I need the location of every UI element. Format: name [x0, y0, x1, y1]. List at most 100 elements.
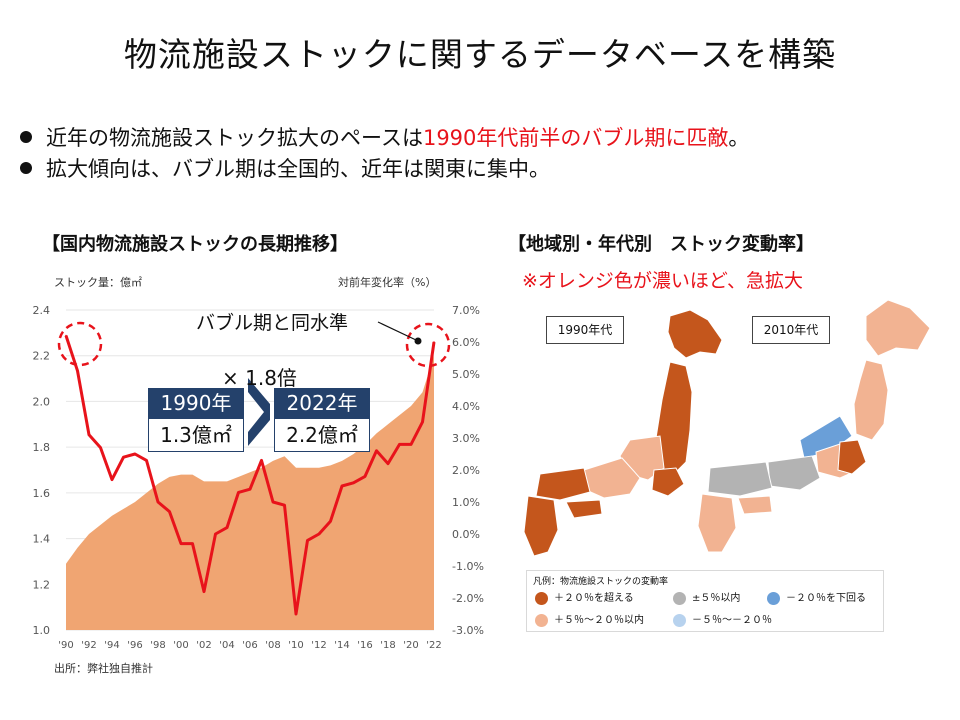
- y-right-tick-label: -2.0%: [452, 592, 484, 605]
- legend-swatch-icon: [673, 613, 686, 627]
- rate-point: [203, 590, 205, 593]
- rate-point: [157, 501, 159, 503]
- legend-label: －５％～－２０％: [692, 615, 772, 626]
- rate-point: [65, 334, 67, 337]
- annotation-dot: [414, 337, 422, 345]
- annotation-leader: [377, 321, 417, 341]
- y-left-tick-label: 1.8: [33, 441, 51, 454]
- rate-point: [295, 613, 297, 615]
- arrow-right-icon: [248, 378, 270, 446]
- rate-point: [88, 434, 90, 436]
- y-left-tick-label: 1.6: [33, 487, 51, 500]
- rate-point: [329, 520, 332, 522]
- stock-area: [66, 355, 434, 630]
- y-right-tick-label: 1.0%: [452, 496, 480, 509]
- x-tick-label: '96: [127, 640, 142, 651]
- kanto-region: [837, 439, 867, 475]
- from-year-box: 1990年: [148, 388, 244, 418]
- rate-point: [111, 478, 113, 481]
- y-right-tick-label: 6.0%: [452, 336, 480, 349]
- to-year-box: 2022年: [274, 388, 370, 418]
- rate-point: [318, 533, 320, 535]
- x-tick-label: '20: [403, 640, 418, 651]
- rate-point: [122, 456, 125, 459]
- legend-swatch-icon: [535, 613, 548, 627]
- rate-point: [283, 504, 286, 507]
- y-left-ticks: 1.0 1.2 1.4 1.6 1.8 2.0 2.2 2.4: [33, 304, 51, 637]
- x-tick-label: '98: [150, 640, 165, 651]
- y-left-tick-label: 2.4: [33, 304, 51, 317]
- rate-point: [145, 459, 148, 462]
- map-2010s: [697, 299, 931, 553]
- y-left-tick-label: 1.2: [33, 578, 51, 591]
- y-right-tick-label: 4.0%: [452, 400, 480, 413]
- rate-point: [375, 450, 378, 452]
- y-right-ticks: -3.0% -2.0% -1.0% 0.0% 1.0% 2.0% 3.0% 4.0% 5.0% 6…: [452, 304, 484, 637]
- legend-swatch-icon: [767, 591, 780, 605]
- rate-point: [99, 446, 102, 449]
- rate-point: [306, 539, 309, 542]
- tohoku-region: [655, 361, 693, 477]
- chugoku-region: [535, 467, 591, 501]
- era-label-2010: 2010年代: [752, 316, 830, 344]
- left-section-title: 【国内物流施設ストックの長期推移】: [42, 234, 348, 255]
- rate-point: [237, 491, 240, 494]
- legend-item-under-minus-20: －２０％を下回る: [767, 589, 866, 605]
- x-tick-label: '10: [288, 640, 303, 651]
- kyushu-region: [697, 493, 737, 553]
- bubble-level-label: バブル期と同水準: [196, 312, 349, 334]
- x-tick-label: '00: [173, 640, 188, 651]
- x-tick-label: '18: [380, 640, 395, 651]
- source-note: 出所：弊社独自推計: [54, 662, 153, 675]
- x-tick-label: '94: [104, 640, 119, 651]
- rate-point: [398, 443, 401, 446]
- hokkaido-region: [865, 299, 931, 357]
- kinki-region: [767, 455, 821, 491]
- x-tick-label: '14: [334, 640, 349, 651]
- y-left-tick-label: 2.0: [33, 395, 51, 408]
- y-right-tick-label: 2.0%: [452, 464, 480, 477]
- y-left-tick-label: 2.2: [33, 350, 51, 363]
- multiplier-label: × 1.8倍: [222, 366, 297, 390]
- legend-label: ＋２０％を超える: [554, 593, 634, 604]
- rate-point: [387, 462, 389, 465]
- rate-points: [65, 334, 435, 615]
- rate-point: [214, 533, 217, 535]
- legend-label: ±５％以内: [692, 593, 741, 604]
- rate-point: [76, 370, 79, 372]
- shikoku-region: [565, 499, 603, 519]
- right-section-title: 【地域別・年代別 ストック変動率】: [508, 234, 814, 255]
- rate-point: [352, 482, 355, 484]
- page-title: 物流施設ストックに関するデータベースを構築: [123, 35, 837, 74]
- legend-item-5-to-20: ＋５％～２０％以内: [535, 611, 644, 627]
- rate-point: [341, 485, 343, 487]
- bullet-1: 近年の物流施設ストック拡大のペースは1990年代前半のバブル期に匹敵。: [20, 122, 749, 152]
- chugoku-region: [707, 461, 773, 497]
- y-right-tick-label: 0.0%: [452, 528, 480, 541]
- bullet-2-text: 拡大傾向は、バブル期は全国的、近年は関東に集中。: [46, 157, 550, 181]
- hokkaido-region: [667, 309, 723, 359]
- rate-point: [272, 501, 274, 503]
- y-left-axis-label: ストック量：億㎡: [54, 276, 142, 289]
- legend-item-minus-5-to-20: －５％～－２０％: [673, 611, 772, 627]
- bubble-highlight-circle-left: [57, 321, 103, 367]
- shikoku-region: [737, 495, 773, 515]
- x-tick-label: '16: [357, 640, 372, 651]
- y-left-tick-label: 1.0: [33, 624, 51, 637]
- x-tick-label: '04: [219, 640, 234, 651]
- x-tick-label: '06: [242, 640, 257, 651]
- legend-label: －２０％を下回る: [786, 593, 866, 604]
- x-tick-label: '92: [81, 640, 96, 651]
- rate-point: [249, 488, 251, 491]
- legend-swatch-icon: [673, 591, 686, 605]
- bullet-2: 拡大傾向は、バブル期は全国的、近年は関東に集中。: [20, 153, 550, 183]
- bullet-1-text: 近年の物流施設ストック拡大のペースは: [46, 126, 423, 150]
- map-1990s: [523, 309, 723, 557]
- x-tick-label: '08: [265, 640, 280, 651]
- y-right-tick-label: 7.0%: [452, 304, 480, 317]
- bullet-1-end: 。: [728, 126, 750, 150]
- era-label-1990: 1990年代: [546, 316, 624, 344]
- legend-item-over-20: ＋２０％を超える: [535, 589, 634, 605]
